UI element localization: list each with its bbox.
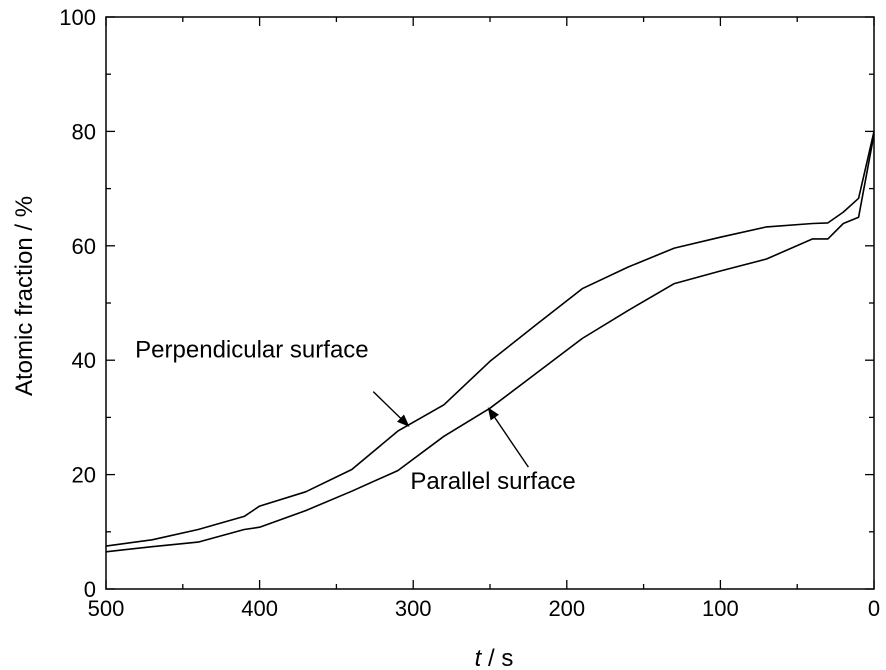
y-tick-label: 80 (72, 119, 96, 144)
annotation-label-perpendicular: Perpendicular surface (135, 336, 368, 363)
y-tick-label: 100 (59, 5, 96, 30)
y-axis-ticks: 0 20 40 60 80 100 (59, 5, 874, 602)
annotation-label-parallel: Parallel surface (410, 468, 575, 495)
x-tick-label: 400 (241, 596, 278, 621)
x-axis-label: t / s (475, 645, 514, 670)
series-layer (105, 131, 875, 553)
y-tick-label: 20 (72, 463, 96, 488)
y-tick-label: 40 (72, 348, 96, 373)
x-axis-ticks: 500 400 300 200 100 0 (88, 17, 880, 621)
x-tick-label: 100 (702, 596, 739, 621)
x-tick-label: 200 (548, 596, 585, 621)
x-tick-label: 300 (395, 596, 432, 621)
annotation-layer: Perpendicular surface Parallel surface (135, 336, 576, 495)
series-line-perpendicular (105, 131, 875, 547)
x-tick-label: 0 (868, 596, 880, 621)
y-tick-label: 60 (72, 234, 96, 259)
x-axis-variable: t (475, 645, 483, 670)
series-line-parallel (105, 134, 875, 553)
x-tick-label: 500 (88, 596, 125, 621)
y-axis-label: Atomic fraction / % (11, 196, 38, 396)
annotation-arrow-perpendicular (372, 391, 410, 427)
x-axis-unit: / s (481, 645, 513, 670)
y-tick-label: 0 (84, 577, 96, 602)
annotation-arrow-parallel (487, 407, 529, 468)
plot-frame (105, 16, 875, 590)
